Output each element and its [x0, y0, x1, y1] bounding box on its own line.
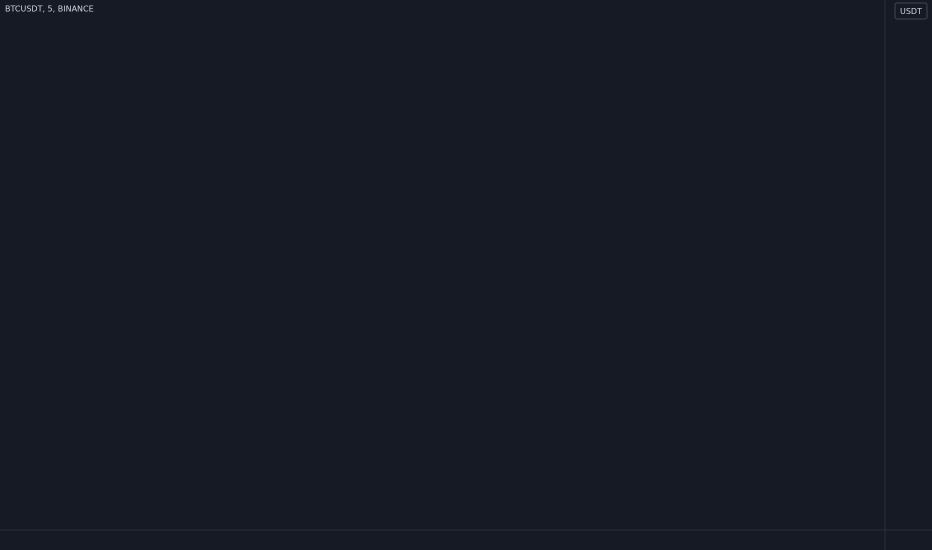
chart-title: BTCUSDT, 5, BINANCE — [5, 5, 94, 14]
currency-label[interactable]: USDT — [900, 7, 922, 16]
currency-button[interactable] — [894, 2, 928, 20]
